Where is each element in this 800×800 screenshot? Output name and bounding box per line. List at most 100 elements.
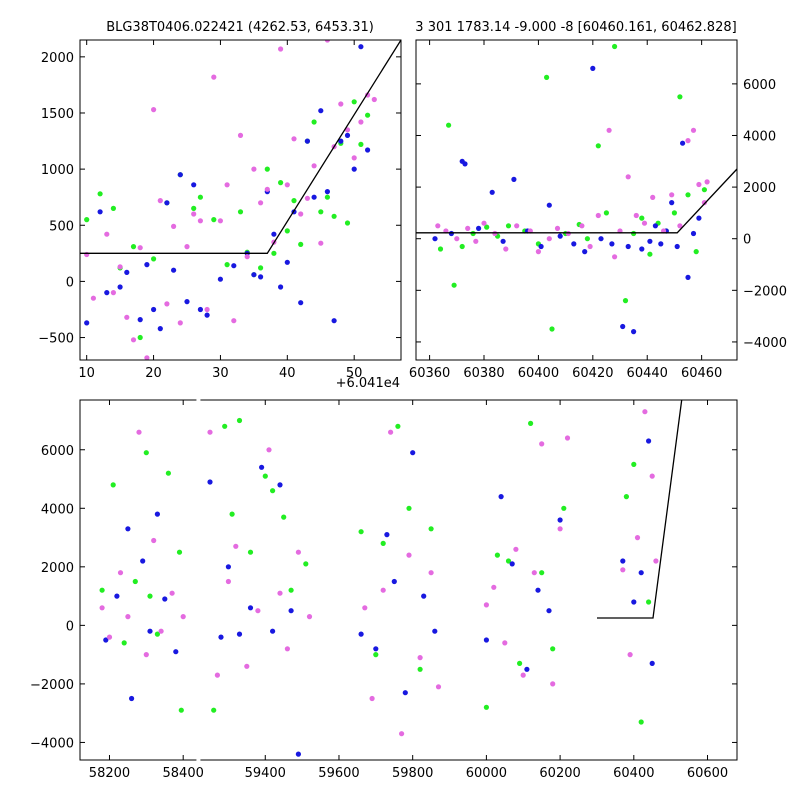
x-tick-label: 60420 (572, 366, 613, 381)
data-point (136, 429, 142, 435)
data-point (229, 511, 235, 517)
x-tick-label: 58200 (89, 766, 130, 781)
data-point (677, 94, 683, 100)
data-point (117, 284, 123, 290)
data-point (696, 215, 702, 221)
data-point (237, 132, 244, 138)
data-point (358, 141, 364, 147)
data-point (653, 558, 659, 564)
y-tick-label: −500 (38, 332, 74, 347)
data-point (483, 704, 489, 710)
data-point (557, 526, 563, 532)
series-green (84, 99, 371, 341)
data-point (217, 276, 223, 282)
x-tick-label: 59600 (318, 766, 359, 781)
data-point (154, 511, 160, 517)
data-point (446, 122, 452, 128)
x-tick-label: 30 (212, 366, 229, 381)
data-point (295, 751, 301, 757)
x-tick-label: 40 (279, 366, 296, 381)
data-point (539, 441, 545, 447)
data-point (147, 593, 153, 599)
data-point (520, 672, 526, 678)
y-tick-label: 0 (66, 619, 74, 634)
panel-full-lightcurve: 58200 58400 59400 59600 59800 60000 60200 60400… (30, 398, 738, 781)
panel-season-fit-title: 3 301 1783.14 -9.000 -8 [60460.161, 6046… (415, 20, 736, 35)
data-point (291, 198, 297, 204)
data-point (502, 640, 508, 646)
data-point (358, 44, 364, 50)
data-point (173, 649, 179, 655)
data-point (207, 429, 213, 435)
data-point (380, 540, 386, 547)
data-point (162, 596, 168, 602)
data-point (110, 482, 116, 488)
y-tick-label: 2000 (743, 181, 776, 196)
data-point (587, 243, 593, 250)
data-point (625, 174, 631, 180)
data-point (117, 264, 123, 270)
data-point (535, 249, 542, 255)
data-point (380, 587, 386, 593)
data-point (284, 182, 290, 188)
y-tick-label: 0 (66, 275, 74, 290)
data-point (669, 192, 675, 198)
data-point (169, 590, 175, 596)
data-point (535, 587, 541, 593)
data-point (685, 192, 691, 198)
data-point (110, 205, 116, 211)
y-tick-label: −4000 (30, 736, 74, 751)
data-point (399, 731, 405, 737)
data-point (505, 223, 512, 229)
data-point (365, 147, 371, 153)
data-point (151, 107, 157, 113)
data-point (324, 194, 330, 200)
model-line (597, 400, 683, 619)
data-point (561, 505, 567, 511)
data-point (284, 259, 290, 265)
data-point (498, 494, 504, 500)
data-point (110, 290, 116, 296)
data-point (204, 306, 210, 313)
data-point (421, 593, 427, 599)
data-point (191, 182, 197, 188)
data-point (164, 200, 170, 206)
data-point (646, 599, 652, 605)
data-point (277, 590, 283, 596)
data-point (258, 265, 264, 271)
data-point (306, 614, 313, 620)
data-point (251, 166, 257, 172)
data-point (144, 262, 150, 268)
data-point (550, 681, 556, 687)
panel-season-fit: 3 301 1783.14 -9.000 -8 [60460.161, 6046… (409, 20, 787, 381)
data-point (303, 561, 309, 567)
data-point (437, 246, 444, 252)
data-point (338, 101, 344, 107)
data-point (178, 707, 184, 713)
data-point (197, 306, 203, 313)
data-point (97, 191, 103, 197)
x-tick-label: 60460 (681, 366, 722, 381)
data-point (165, 470, 171, 476)
data-point (564, 435, 571, 441)
axes-frame (79, 39, 402, 361)
x-tick-label: 58400 (163, 766, 204, 781)
data-point (270, 488, 276, 494)
data-point (191, 211, 197, 217)
data-point (211, 217, 217, 223)
data-point (549, 326, 555, 332)
data-point (622, 298, 629, 304)
data-point (546, 608, 552, 614)
data-point (579, 223, 585, 229)
data-point (557, 517, 563, 523)
data-point (137, 245, 143, 251)
data-point (358, 631, 364, 637)
data-point (318, 108, 324, 114)
y-tick-label: 1000 (41, 163, 74, 178)
data-point (311, 119, 317, 125)
data-point (546, 236, 552, 242)
data-point (641, 220, 648, 226)
data-point (373, 652, 379, 658)
y-tick-label: 4000 (743, 129, 776, 144)
data-point (435, 684, 442, 690)
